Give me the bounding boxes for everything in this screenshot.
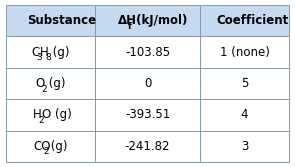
Bar <box>200 5 289 36</box>
Text: C: C <box>31 46 40 59</box>
Text: 0: 0 <box>144 77 151 90</box>
Text: Coefficient: Coefficient <box>217 14 289 27</box>
Text: (g): (g) <box>49 46 70 59</box>
Bar <box>95 99 200 131</box>
Text: O (g): O (g) <box>42 108 72 121</box>
Text: 8: 8 <box>45 53 51 62</box>
Text: 2: 2 <box>41 85 47 94</box>
Bar <box>6 99 95 131</box>
Text: (g): (g) <box>47 140 68 153</box>
Text: 5: 5 <box>241 77 248 90</box>
Text: (kJ/mol): (kJ/mol) <box>132 14 187 27</box>
Bar <box>95 68 200 99</box>
Text: -393.51: -393.51 <box>125 108 170 121</box>
Text: CO: CO <box>33 140 51 153</box>
Bar <box>95 36 200 68</box>
Bar <box>200 68 289 99</box>
Bar <box>200 36 289 68</box>
Bar <box>6 5 95 36</box>
Text: O: O <box>36 77 45 90</box>
Bar <box>6 36 95 68</box>
Text: 3: 3 <box>241 140 248 153</box>
Text: H: H <box>40 46 49 59</box>
Bar <box>95 131 200 162</box>
Bar <box>6 68 95 99</box>
Text: 2: 2 <box>43 147 49 156</box>
Text: 3: 3 <box>37 53 42 62</box>
Bar <box>200 131 289 162</box>
Text: ΔH: ΔH <box>117 14 137 27</box>
Text: -241.82: -241.82 <box>125 140 170 153</box>
Text: 2: 2 <box>38 116 44 125</box>
Bar <box>6 131 95 162</box>
Bar <box>95 5 200 36</box>
Text: 4: 4 <box>241 108 248 121</box>
Text: 1 (none): 1 (none) <box>219 46 269 59</box>
Text: -103.85: -103.85 <box>125 46 170 59</box>
Text: (g): (g) <box>45 77 65 90</box>
Bar <box>200 99 289 131</box>
Text: f: f <box>128 22 132 31</box>
Text: H: H <box>33 108 42 121</box>
Text: Substance: Substance <box>27 14 97 27</box>
